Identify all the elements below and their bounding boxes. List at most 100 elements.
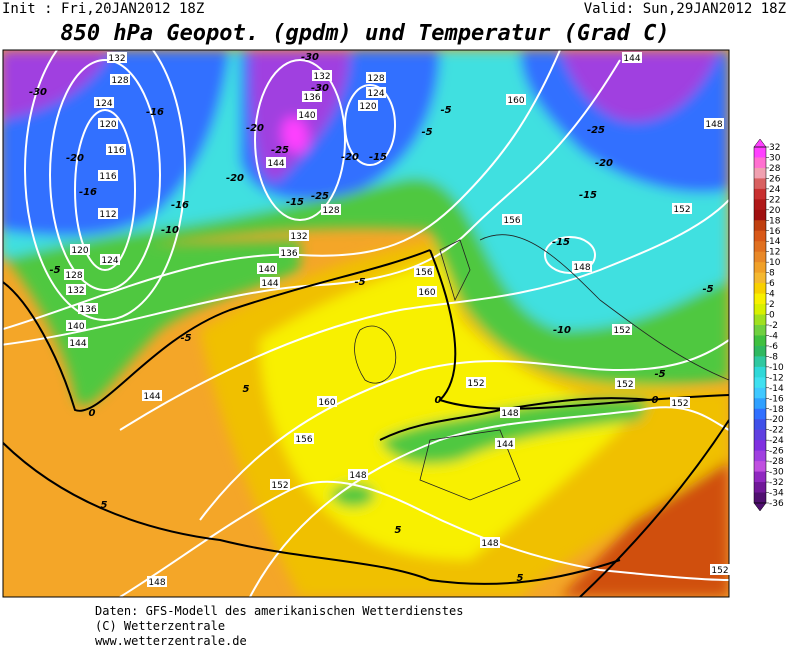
temperature-label: -5 bbox=[440, 105, 451, 116]
geopotential-label: 152 bbox=[711, 566, 728, 576]
colorbar-label: 16 bbox=[769, 227, 781, 237]
footer-text: Daten: GFS-Modell des amerikanischen Wet… bbox=[95, 604, 463, 618]
geopotential-label: 124 bbox=[101, 256, 118, 266]
colorbar-swatch bbox=[754, 188, 766, 200]
temperature-label: -15 bbox=[552, 237, 570, 248]
contour-label-bg bbox=[279, 247, 299, 258]
geopotential-label: 144 bbox=[261, 279, 278, 289]
temperature-label: -10 bbox=[161, 225, 179, 236]
colorbar-swatch bbox=[754, 387, 766, 399]
temperature-label: -15 bbox=[579, 190, 597, 201]
colorbar-label: 8 bbox=[769, 269, 775, 279]
temperature-label: -30 bbox=[29, 87, 47, 98]
colorbar-swatch bbox=[754, 199, 766, 211]
colorbar-label: 0 bbox=[769, 311, 775, 321]
contour-label-bg bbox=[70, 244, 90, 255]
geopotential-label: 140 bbox=[298, 111, 315, 121]
colorbar-arrow bbox=[753, 502, 767, 512]
temperature-label: -5 bbox=[180, 333, 191, 344]
geopotential-label: 144 bbox=[69, 339, 86, 349]
contour-label-bg bbox=[622, 52, 642, 63]
colorbar-label: 22 bbox=[769, 195, 780, 205]
map-frame bbox=[2, 49, 730, 598]
contour-label-bg bbox=[317, 396, 337, 407]
contour-label-bg bbox=[78, 303, 98, 314]
contour-label-bg bbox=[68, 337, 88, 348]
geopotential-label: 124 bbox=[367, 89, 384, 99]
geopotential-label: 120 bbox=[359, 102, 376, 112]
temperature-label: 0 bbox=[652, 395, 659, 406]
colorbar-swatch bbox=[754, 482, 766, 494]
colorbar-label: -22 bbox=[769, 426, 784, 436]
colorbar-label: -6 bbox=[769, 342, 778, 352]
temperature-label: -16 bbox=[146, 107, 164, 118]
contour-label-bg bbox=[66, 320, 86, 331]
temperature-label: 0 bbox=[435, 395, 442, 406]
colorbar-swatch bbox=[754, 377, 766, 389]
colorbar-label: 14 bbox=[769, 237, 781, 247]
colorbar-swatch bbox=[754, 356, 766, 368]
temperature-label: -25 bbox=[311, 191, 329, 202]
colorbar-label: 20 bbox=[769, 206, 781, 216]
geopotential-label: 152 bbox=[467, 379, 484, 389]
contour-label-bg bbox=[142, 390, 162, 401]
geopotential-label: 132 bbox=[67, 286, 84, 296]
colorbar-label: -30 bbox=[769, 468, 784, 478]
temperature-label: -5 bbox=[654, 369, 665, 380]
valid-time: Valid: Sun,29JAN2012 18Z bbox=[584, 1, 786, 17]
geopotential-label: 160 bbox=[507, 96, 524, 106]
colorbar-swatch bbox=[754, 440, 766, 452]
colorbar-swatch bbox=[754, 251, 766, 263]
colorbar-swatch bbox=[754, 471, 766, 483]
contour-label-bg bbox=[672, 203, 692, 214]
temperature-label: -16 bbox=[79, 187, 97, 198]
contour-label-bg bbox=[312, 70, 332, 81]
geopotential-label: 148 bbox=[705, 120, 722, 130]
contour-label-bg bbox=[266, 157, 286, 168]
colorbar-label: 12 bbox=[769, 248, 780, 258]
temperature-label: -30 bbox=[301, 52, 319, 63]
temperature-label: -5 bbox=[49, 265, 60, 276]
contour-label-bg bbox=[366, 72, 386, 83]
colorbar-label: -10 bbox=[769, 363, 784, 373]
temperature-label: -25 bbox=[587, 125, 605, 136]
geopotential-label: 132 bbox=[290, 232, 307, 242]
colorbar-swatch bbox=[754, 345, 766, 357]
colorbar-swatch bbox=[754, 461, 766, 473]
colorbar-swatch bbox=[754, 366, 766, 378]
colorbar-swatch bbox=[754, 209, 766, 221]
contour-label-bg bbox=[366, 87, 386, 98]
contour-label-bg bbox=[107, 52, 127, 63]
contour-label-bg bbox=[502, 214, 522, 225]
contour-label-bg bbox=[147, 576, 167, 587]
contour-label-bg bbox=[500, 407, 520, 418]
contour-label-bg bbox=[572, 261, 592, 272]
map-title: 850 hPa Geopot. (gpdm) und Temperatur (G… bbox=[60, 21, 669, 46]
geopotential-label: 116 bbox=[107, 146, 124, 156]
temperature-label: 5 bbox=[395, 525, 402, 536]
colorbar-swatch bbox=[754, 293, 766, 305]
colorbar-swatch bbox=[754, 304, 766, 316]
colorbar-label: -14 bbox=[769, 384, 784, 394]
geopotential-label: 132 bbox=[108, 54, 125, 64]
geopotential-label: 156 bbox=[295, 435, 312, 445]
colorbar-swatch bbox=[754, 178, 766, 190]
temperature-label: -5 bbox=[421, 127, 432, 138]
contour-label-bg bbox=[270, 479, 290, 490]
colorbar-swatch bbox=[754, 324, 766, 336]
geopotential-label: 144 bbox=[267, 159, 284, 169]
footer-text: www.wetterzentrale.de bbox=[95, 634, 247, 648]
contour-label-bg bbox=[110, 74, 130, 85]
colorbar-label: -34 bbox=[769, 489, 784, 499]
contour-label-bg bbox=[66, 284, 86, 295]
geopotential-label: 148 bbox=[349, 471, 366, 481]
geopotential-label: 148 bbox=[573, 263, 590, 273]
colorbar-label: 32 bbox=[769, 143, 780, 153]
colorbar-label: -20 bbox=[769, 415, 784, 425]
geopotential-label: 152 bbox=[613, 326, 630, 336]
contour-label-bg bbox=[670, 397, 690, 408]
temperature-label: -15 bbox=[286, 197, 304, 208]
contour-label-bg bbox=[257, 263, 277, 274]
